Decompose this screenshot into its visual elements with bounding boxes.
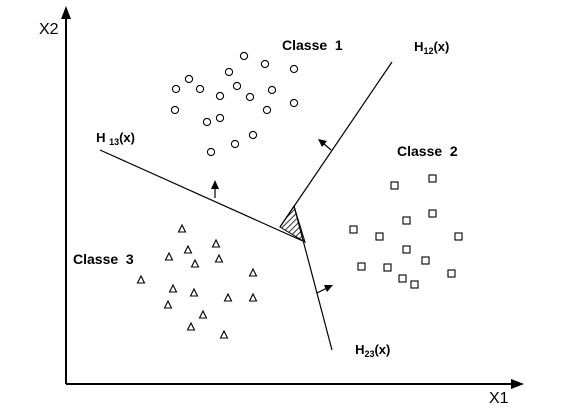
class-3-triangle-point bbox=[223, 292, 233, 302]
class-1-circle-point bbox=[245, 92, 255, 102]
class-3-triangle-point bbox=[163, 299, 173, 309]
class-1-circle-point bbox=[239, 51, 249, 61]
class-1-circle-point bbox=[171, 84, 181, 94]
class-3-triangle-point bbox=[183, 244, 193, 254]
x-axis-arrowhead bbox=[511, 379, 524, 389]
hyperplane-h13-label: H 13(x) bbox=[78, 130, 146, 147]
class-1-circle-point bbox=[230, 139, 240, 149]
class-2-square-point bbox=[447, 269, 456, 278]
class-2-square-point bbox=[428, 209, 437, 218]
h23-subscript: 23 bbox=[364, 349, 374, 359]
class-1-circle-point bbox=[262, 105, 272, 115]
class-1-circle-point bbox=[267, 85, 277, 95]
class-2-square-point bbox=[421, 256, 430, 265]
class-1-circle-point bbox=[224, 67, 234, 77]
class-1-label: Classe 1 bbox=[282, 37, 343, 53]
hyperplane-h13-line bbox=[99, 149, 306, 243]
class-1-circle-point bbox=[195, 84, 205, 94]
class-3-triangle-point bbox=[214, 253, 224, 263]
hyperplane-h12-label: H12(x) bbox=[396, 39, 460, 56]
class-3-triangle-point bbox=[248, 292, 258, 302]
x-axis-label: X1 bbox=[489, 390, 509, 407]
class-2-square-point bbox=[402, 245, 411, 254]
axes: X2 X1 bbox=[39, 6, 524, 407]
hyperplane-h23-label: H23(x) bbox=[337, 342, 401, 359]
class-2-square-point bbox=[357, 262, 366, 271]
class-3-triangle-point bbox=[198, 309, 208, 319]
class-1-circle-point bbox=[170, 105, 180, 115]
class-3-triangle-point bbox=[190, 258, 200, 268]
class-1-points bbox=[170, 51, 299, 157]
class-3-triangle-point bbox=[168, 283, 178, 293]
class-2-label: Classe 2 bbox=[397, 143, 458, 159]
class-3-triangle-point bbox=[248, 267, 258, 277]
hyperplane-h23-line bbox=[293, 205, 333, 351]
class-1-circle-point bbox=[289, 64, 299, 74]
h12-normal-arrow bbox=[318, 139, 332, 151]
class-3-triangle-point bbox=[186, 321, 196, 331]
h12-argument: (x) bbox=[433, 39, 449, 54]
class-2-square-point bbox=[383, 263, 392, 272]
class-1-circle-point bbox=[206, 147, 216, 157]
class-2-square-point bbox=[390, 181, 399, 190]
class-1-circle-point bbox=[232, 81, 242, 91]
class-3-triangle-point bbox=[164, 251, 174, 261]
h23-argument: (x) bbox=[374, 342, 390, 357]
normal-arrows bbox=[211, 139, 333, 294]
class-1-circle-point bbox=[184, 74, 194, 84]
class-2-square-point bbox=[375, 232, 384, 241]
y-axis-label: X2 bbox=[39, 21, 59, 38]
hyperplane-h12-line bbox=[279, 61, 393, 228]
h13-subscript: 13 bbox=[109, 137, 119, 147]
class-1-circle-point bbox=[289, 98, 299, 108]
class-1-circle-point bbox=[215, 91, 225, 101]
class-1-circle-point bbox=[260, 59, 270, 69]
class-1-circle-point bbox=[215, 113, 225, 123]
class-1-circle-point bbox=[202, 117, 212, 127]
class-3-triangle-point bbox=[136, 274, 146, 284]
class-2-square-point bbox=[402, 216, 411, 225]
class-2-square-point bbox=[410, 280, 419, 289]
class-3-triangle-point bbox=[211, 238, 221, 248]
h13-name: H bbox=[96, 130, 109, 145]
h23-normal-arrow bbox=[316, 285, 333, 294]
decision-boundaries bbox=[99, 61, 393, 351]
class-2-square-point bbox=[454, 232, 463, 241]
h23-name: H bbox=[355, 342, 364, 357]
class-2-square-point bbox=[398, 274, 407, 283]
y-axis-arrowhead bbox=[61, 6, 71, 19]
class-2-square-point bbox=[349, 225, 358, 234]
class-3-triangle-point bbox=[189, 287, 199, 297]
h12-subscript: 12 bbox=[423, 46, 433, 56]
class-3-points bbox=[136, 223, 258, 339]
class-3-triangle-point bbox=[219, 329, 229, 339]
h13-argument: (x) bbox=[119, 130, 135, 145]
class-2-square-point bbox=[428, 174, 437, 183]
h12-name: H bbox=[414, 39, 423, 54]
class-3-label: Classe 3 bbox=[73, 251, 134, 267]
class-2-points bbox=[349, 174, 463, 289]
h13-normal-arrow bbox=[211, 180, 219, 198]
class-3-triangle-point bbox=[177, 223, 187, 233]
class-1-circle-point bbox=[248, 130, 258, 140]
